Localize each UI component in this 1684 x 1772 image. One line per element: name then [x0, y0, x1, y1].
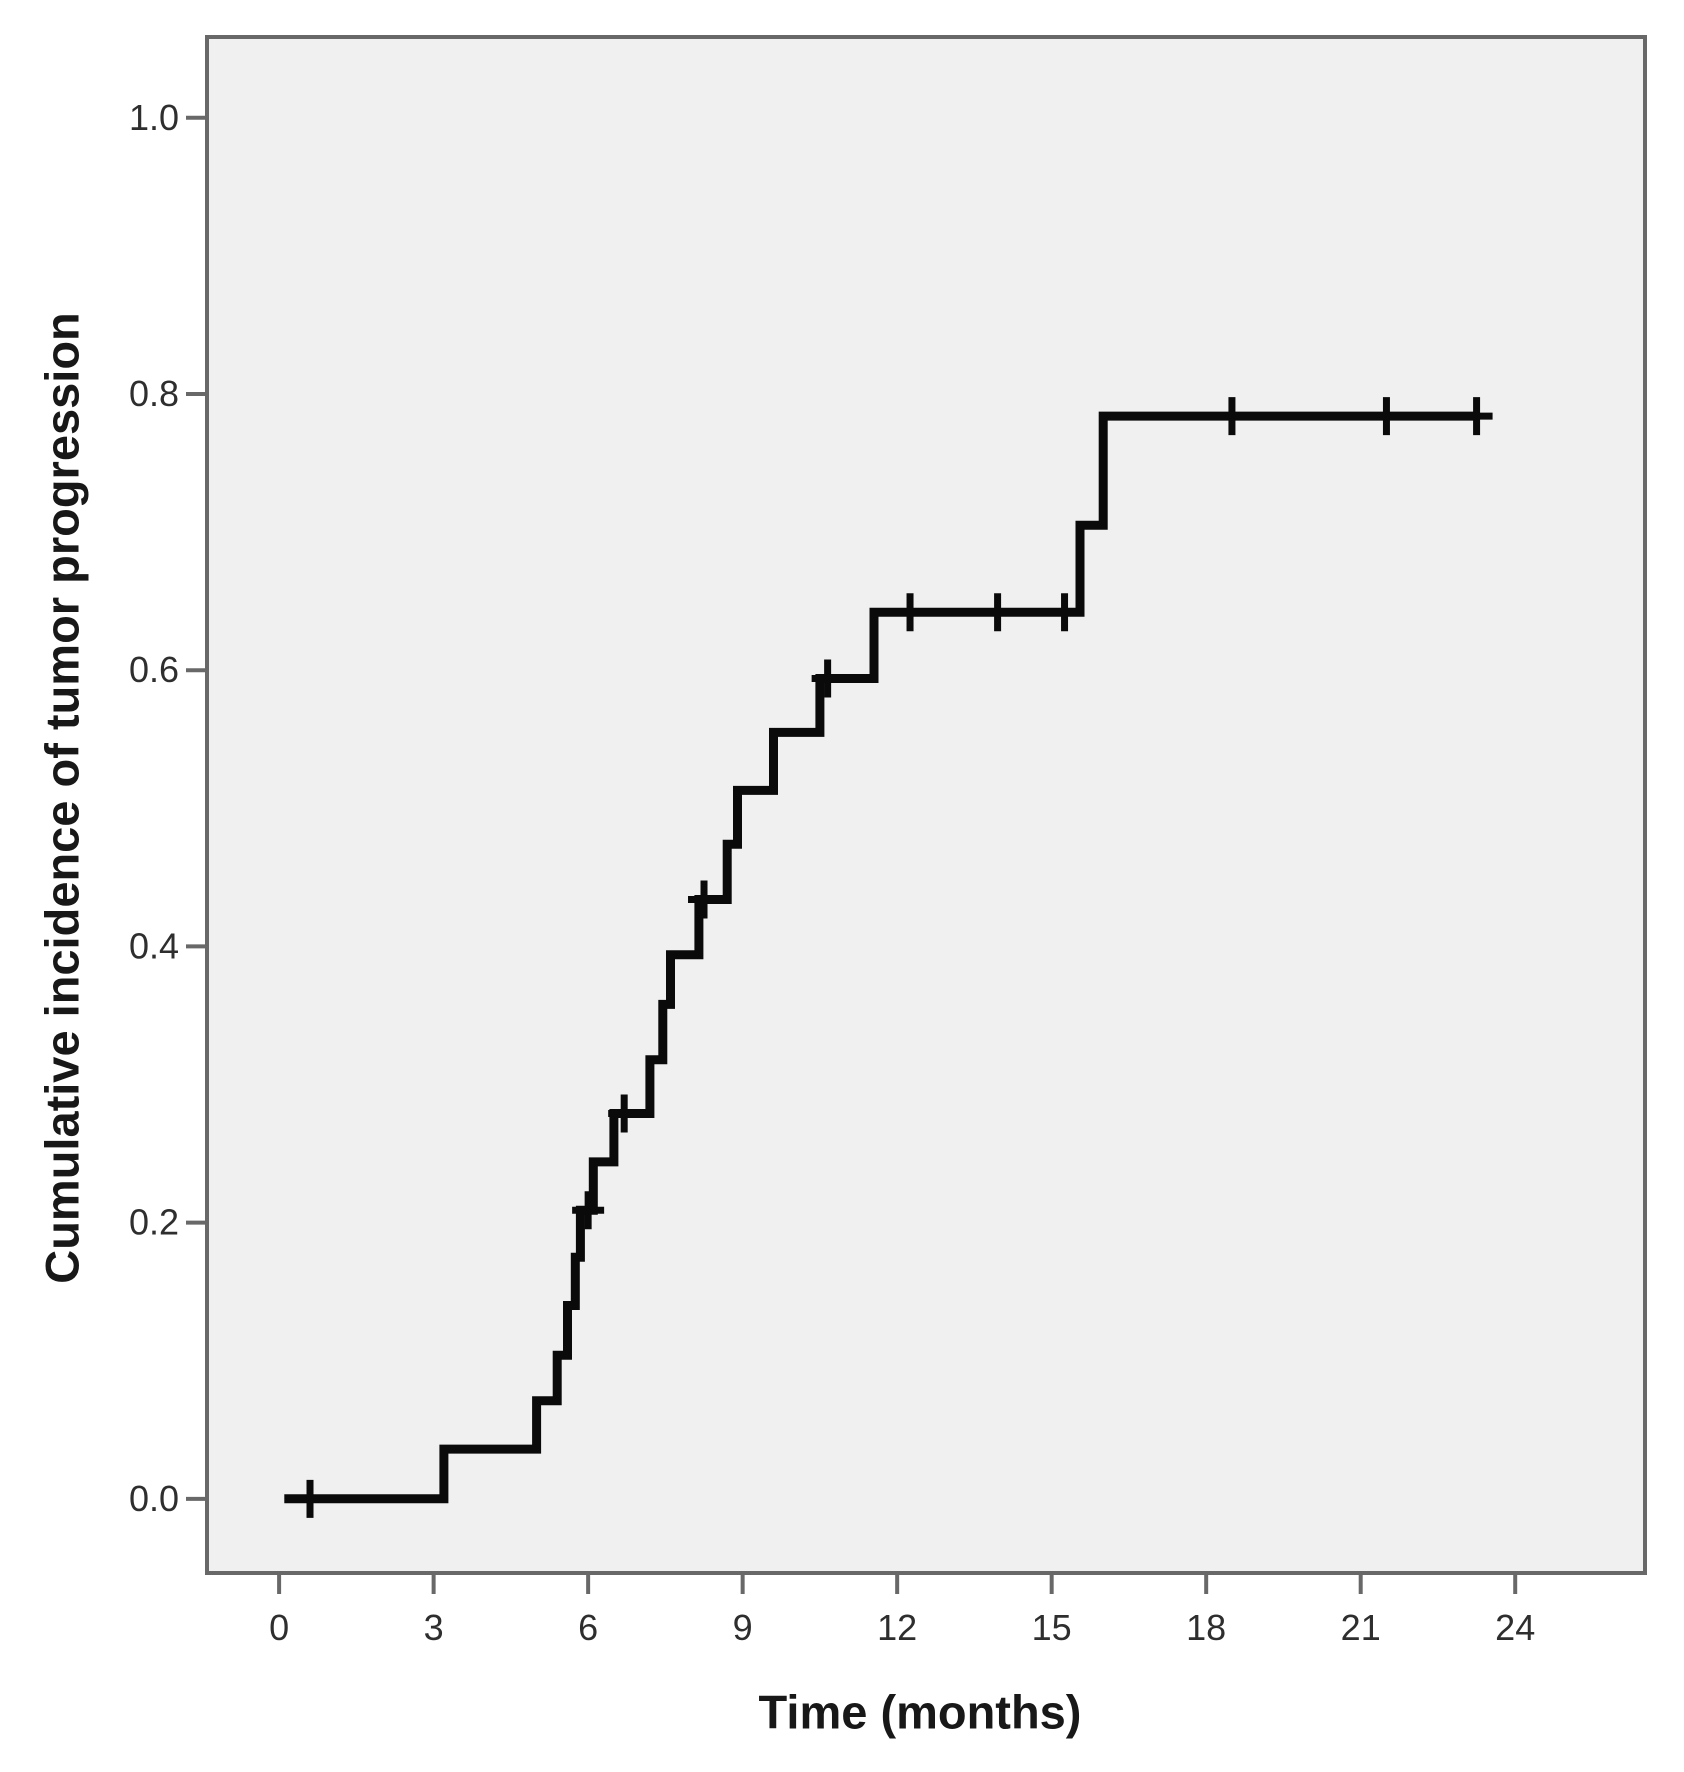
y-tick-label: 0.8: [129, 373, 179, 414]
x-tick-label: 15: [1032, 1607, 1072, 1648]
x-tick-label: 3: [424, 1607, 444, 1648]
x-tick-label: 18: [1186, 1607, 1226, 1648]
x-tick-label: 6: [578, 1607, 598, 1648]
y-tick-label: 0.6: [129, 649, 179, 690]
x-tick-label: 0: [269, 1607, 289, 1648]
y-tick-label: 1.0: [129, 97, 179, 138]
plot-area: [207, 37, 1645, 1573]
incidence-curve: [284, 411, 1477, 1504]
y-tick-label: 0.2: [129, 1202, 179, 1243]
x-axis-title: Time (months): [758, 1685, 1082, 1739]
y-tick-label: 0.0: [129, 1478, 179, 1519]
y-axis-title: Cumulative incidence of tumor progressio…: [35, 312, 89, 1284]
x-tick-label: 9: [733, 1607, 753, 1648]
x-tick-label: 24: [1495, 1607, 1535, 1648]
x-tick-label: 12: [877, 1607, 917, 1648]
y-tick-label: 0.4: [129, 925, 179, 966]
plot-frame: [205, 35, 1647, 1575]
x-tick-label: 21: [1341, 1607, 1381, 1648]
